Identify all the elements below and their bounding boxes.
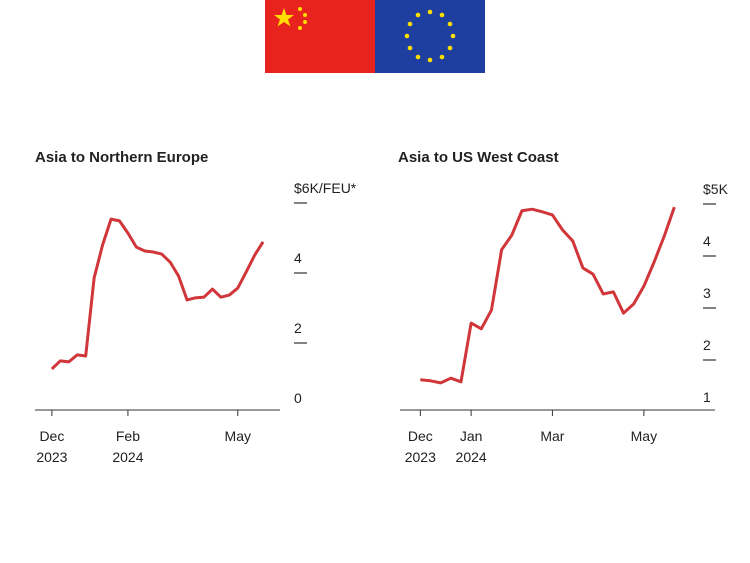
y-tick-label: 2 [294, 320, 302, 336]
y-tick-label: 0 [294, 390, 302, 406]
y-tick-label: $6K/FEU* [294, 180, 357, 196]
y-tick-label: 4 [294, 250, 302, 266]
y-tick-label: $5K [703, 181, 729, 197]
x-tick-label: Dec 2023 [36, 428, 67, 465]
y-tick-label: 3 [703, 285, 711, 301]
y-tick-label: 1 [703, 389, 711, 405]
y-tick-label: 4 [703, 233, 711, 249]
x-tick-label: Dec 2023 [405, 428, 436, 465]
chart-title: Asia to US West Coast [398, 149, 559, 166]
data-line [420, 206, 676, 385]
x-tick-label: Jan 2024 [456, 428, 487, 465]
y-tick-label: 2 [703, 337, 711, 353]
china-flag [265, 0, 375, 73]
x-tick-label: May [225, 428, 251, 444]
x-tick-label: Feb 2024 [112, 428, 143, 465]
x-tick-label: Mar [540, 428, 564, 444]
chart-title: Asia to Northern Europe [35, 149, 208, 166]
eu-flag [375, 0, 485, 73]
data-line [50, 217, 265, 370]
x-tick-label: May [631, 428, 657, 444]
